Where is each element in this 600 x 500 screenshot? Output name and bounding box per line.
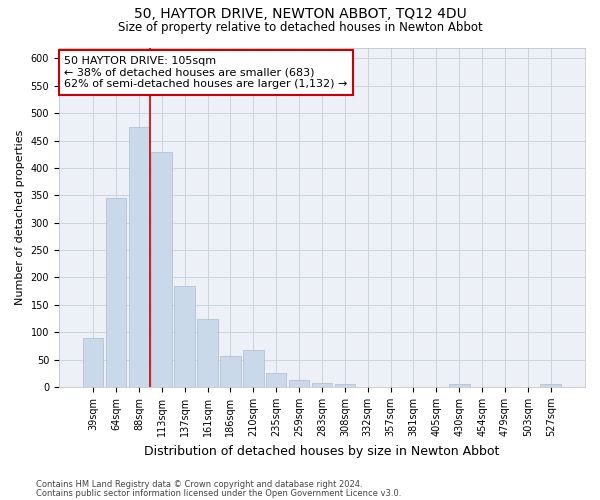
Bar [266,374,286,387]
Bar [220,356,241,387]
Bar [449,384,470,387]
Bar [83,338,103,387]
Bar [335,384,355,387]
Bar [289,380,310,387]
Y-axis label: Number of detached properties: Number of detached properties [15,130,25,305]
Bar [197,318,218,387]
Text: 50 HAYTOR DRIVE: 105sqm
← 38% of detached houses are smaller (683)
62% of semi-d: 50 HAYTOR DRIVE: 105sqm ← 38% of detache… [64,56,347,89]
X-axis label: Distribution of detached houses by size in Newton Abbot: Distribution of detached houses by size … [144,444,500,458]
Text: 50, HAYTOR DRIVE, NEWTON ABBOT, TQ12 4DU: 50, HAYTOR DRIVE, NEWTON ABBOT, TQ12 4DU [134,8,466,22]
Bar [151,152,172,387]
Text: Size of property relative to detached houses in Newton Abbot: Size of property relative to detached ho… [118,21,482,34]
Text: Contains public sector information licensed under the Open Government Licence v3: Contains public sector information licen… [36,488,401,498]
Bar [175,286,195,387]
Bar [243,350,263,387]
Bar [106,198,126,387]
Bar [311,382,332,387]
Bar [128,127,149,387]
Text: Contains HM Land Registry data © Crown copyright and database right 2024.: Contains HM Land Registry data © Crown c… [36,480,362,489]
Bar [541,384,561,387]
